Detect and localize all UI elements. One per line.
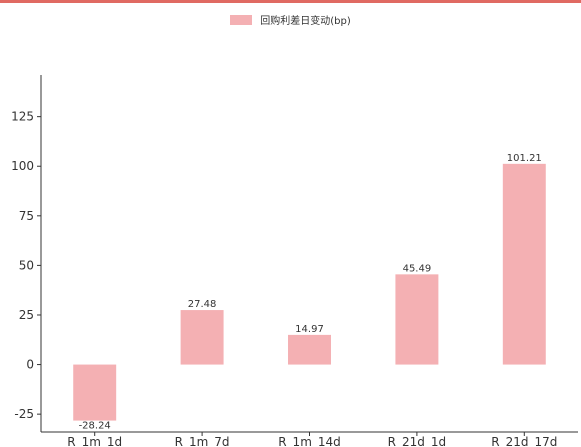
bar <box>73 364 117 421</box>
bar-data-label: 14.97 <box>295 324 324 335</box>
bar-data-label: 45.49 <box>403 263 432 274</box>
x-tick-label: R_1m_7d <box>175 435 230 447</box>
y-tick-label: 0 <box>26 358 34 372</box>
top-accent-rule <box>0 0 581 3</box>
y-tick-label: 50 <box>19 258 34 272</box>
y-tick-label: 25 <box>19 308 34 322</box>
y-tick-label: -25 <box>14 407 34 421</box>
y-tick-label: 100 <box>11 159 34 173</box>
legend: 回购利差日变动(bp) <box>0 12 581 27</box>
legend-label: 回购利差日变动(bp) <box>260 16 351 27</box>
bar-data-label: 27.48 <box>188 299 217 310</box>
x-tick-label: R_1m_1d <box>67 435 122 447</box>
x-tick-label: R_1m_14d <box>278 435 341 447</box>
bar <box>395 274 439 365</box>
bar <box>180 310 224 365</box>
y-tick-label: 75 <box>19 209 34 223</box>
bar <box>288 334 331 365</box>
x-tick-label: R_21d_17d <box>491 435 557 447</box>
legend-swatch <box>230 14 253 25</box>
bar-data-label: 101.21 <box>507 153 542 164</box>
x-tick-label: R_21d_1d <box>388 435 446 447</box>
y-tick-label: 125 <box>11 110 34 124</box>
bar-data-label: -28.24 <box>79 421 111 432</box>
bar <box>502 163 546 365</box>
